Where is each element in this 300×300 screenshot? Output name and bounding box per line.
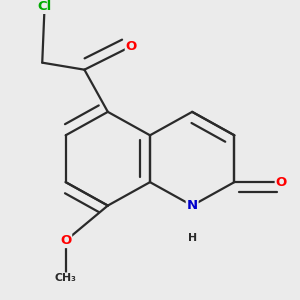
Text: O: O — [60, 234, 71, 247]
Text: H: H — [188, 233, 197, 243]
Text: O: O — [126, 40, 137, 53]
Text: CH₃: CH₃ — [55, 273, 76, 283]
Text: O: O — [276, 176, 287, 189]
Text: Cl: Cl — [38, 0, 52, 13]
Text: N: N — [187, 199, 198, 212]
